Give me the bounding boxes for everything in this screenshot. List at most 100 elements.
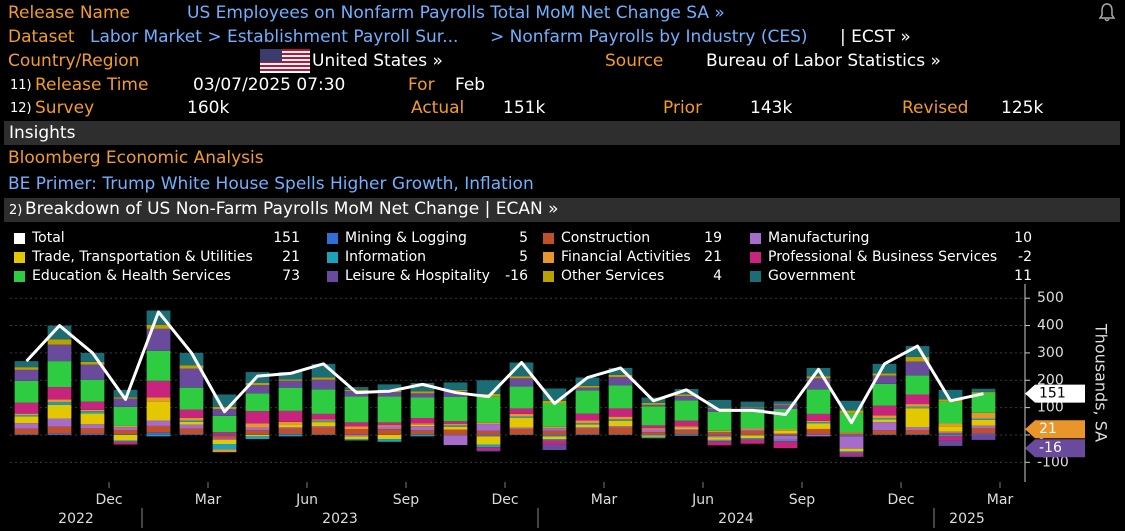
bar-segment	[113, 434, 138, 441]
bar-segment	[47, 404, 72, 419]
bar-segment	[971, 392, 996, 413]
bar-segment	[740, 428, 765, 430]
bar-segment	[509, 408, 534, 414]
chart-title[interactable]: Breakdown of US Non-Farm Payrolls MoM Ne…	[25, 199, 559, 219]
bar-segment	[344, 396, 369, 423]
bar-segment	[806, 428, 831, 435]
bar-segment	[740, 430, 765, 435]
bar-segment	[575, 424, 600, 428]
bar-segment	[740, 439, 765, 444]
bar-segment	[344, 422, 369, 427]
bar-segment	[806, 378, 831, 390]
alert-bell[interactable]	[1097, 2, 1117, 22]
dataset-link[interactable]: Labor Market > Establishment Payroll Sur…	[90, 27, 459, 47]
field-value: 151k	[503, 98, 546, 118]
legend-label: Other Services	[561, 268, 664, 284]
field-label[interactable]: Release Time	[35, 75, 149, 95]
legend-swatch	[543, 252, 554, 263]
bar-segment	[707, 434, 732, 436]
bar-segment	[146, 397, 171, 402]
bar-segment	[905, 427, 930, 431]
bar-segment	[14, 367, 39, 370]
bar-segment	[872, 418, 897, 420]
bar-segment	[608, 374, 633, 377]
bar-segment	[476, 444, 501, 448]
source-value[interactable]: Bureau of Labor Statistics »	[706, 51, 941, 71]
legend-label: Education & Health Services	[32, 268, 231, 284]
dataset-link[interactable]: > Nonfarm Payrolls by Industry (CES)	[490, 27, 808, 47]
insight-link[interactable]: BE Primer: Trump White House Spells High…	[8, 174, 534, 194]
bar-segment	[971, 428, 996, 434]
bar-segment	[575, 387, 600, 391]
y-tick-label: 400	[1037, 318, 1064, 334]
legend-value: 10	[1014, 230, 1032, 246]
bar-segment	[311, 420, 336, 423]
bar-segment	[707, 439, 732, 442]
x-tick-label: Mar	[195, 492, 222, 508]
bar-segment	[278, 424, 303, 428]
bar-segment	[113, 406, 138, 426]
bar-segment	[575, 427, 600, 429]
bar-segment	[542, 403, 567, 427]
bar-segment	[47, 339, 72, 345]
menu-number: 12)	[10, 101, 32, 116]
bar-segment	[278, 434, 303, 435]
bar-segment	[938, 423, 963, 427]
release-name-link[interactable]: US Employees on Nonfarm Payrolls Total M…	[187, 3, 725, 23]
bar-segment	[146, 425, 171, 433]
bar-segment	[476, 450, 501, 452]
bar-segment	[839, 451, 864, 453]
bar-segment	[971, 425, 996, 429]
bar-segment	[80, 361, 105, 365]
dataset-ticker[interactable]: | ECST »	[840, 27, 911, 47]
bar-segment	[47, 402, 72, 405]
bar-segment	[674, 428, 699, 431]
bar-segment	[509, 418, 534, 428]
legend-label: Government	[768, 268, 856, 284]
bar-segment	[575, 413, 600, 421]
bar-segment	[575, 423, 600, 425]
legend-label: Mining & Logging	[345, 230, 467, 246]
bar-segment	[476, 422, 501, 425]
bar-segment	[740, 429, 765, 431]
value-flag-label: -16	[1039, 440, 1062, 456]
bar-segment	[773, 433, 798, 435]
bar-segment	[146, 328, 171, 351]
bar-segment	[377, 425, 402, 427]
bar-segment	[509, 434, 534, 435]
bar-segment	[608, 385, 633, 409]
bar-segment	[344, 389, 369, 391]
field-label: Revised	[902, 98, 969, 118]
bar-segment	[443, 425, 468, 427]
bar-segment	[509, 413, 534, 417]
bar-segment	[278, 434, 303, 437]
bar-segment	[509, 416, 534, 419]
value-flag-label: 21	[1039, 421, 1057, 437]
bar-segment	[410, 393, 435, 398]
x-tick-label: Dec	[95, 492, 122, 508]
field-label[interactable]: Survey	[35, 98, 95, 118]
bar-segment	[311, 419, 336, 421]
value-flag	[1025, 420, 1085, 439]
bar-segment	[443, 435, 468, 446]
bar-segment	[839, 433, 864, 435]
bar-segment	[641, 432, 666, 435]
legend-swatch	[750, 233, 761, 244]
country-value[interactable]: United States »	[312, 51, 443, 71]
bar-segment	[113, 389, 138, 398]
bar-segment	[806, 376, 831, 379]
bar-segment	[938, 389, 963, 400]
bar-segment	[80, 413, 105, 425]
legend-swatch	[14, 252, 25, 263]
legend-value: 11	[1014, 268, 1032, 284]
bar-segment	[509, 362, 534, 377]
y-tick-label: 100	[1037, 400, 1064, 416]
field-label: Source	[605, 51, 664, 71]
bar-segment	[839, 434, 864, 437]
bar-segment	[575, 385, 600, 388]
bar-segment	[872, 419, 897, 423]
bar-segment	[212, 415, 237, 433]
bar-segment	[443, 429, 468, 435]
bar-segment	[839, 452, 864, 456]
bar-segment	[179, 417, 204, 421]
